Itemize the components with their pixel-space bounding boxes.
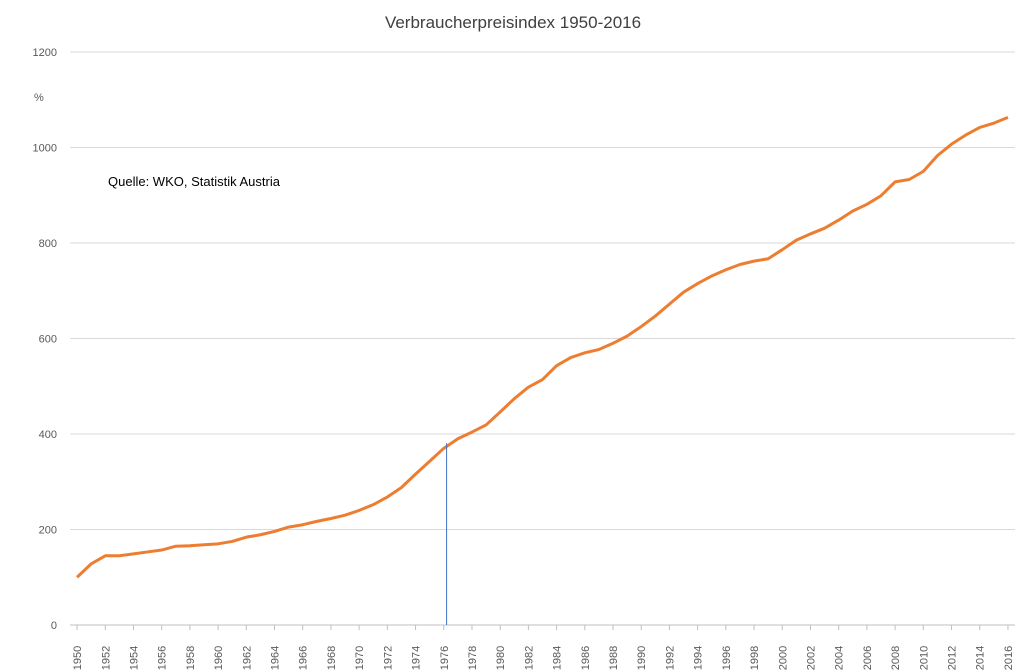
x-tick-label: 1968 bbox=[326, 646, 338, 670]
y-tick-label: 800 bbox=[39, 238, 57, 250]
x-tick-label: 1996 bbox=[721, 646, 733, 670]
x-tick-label: 1984 bbox=[552, 646, 564, 670]
x-tick-label: 1962 bbox=[241, 646, 253, 670]
x-tick-label: 2006 bbox=[862, 646, 874, 670]
x-tick-label: 2002 bbox=[805, 646, 817, 670]
x-tick-label: 1960 bbox=[213, 646, 225, 670]
y-unit: % bbox=[34, 92, 44, 104]
x-tick-label: 1974 bbox=[411, 646, 423, 670]
x-tick-label: 1978 bbox=[467, 646, 479, 670]
x-tick-label: 1998 bbox=[749, 646, 761, 670]
x-tick-label: 1964 bbox=[270, 646, 282, 670]
x-tick-label: 1956 bbox=[157, 646, 169, 670]
x-tick-label: 1950 bbox=[72, 646, 84, 670]
x-tick-label: 1952 bbox=[100, 646, 112, 670]
x-tick-label: 2004 bbox=[834, 646, 846, 670]
x-tick-label: 2014 bbox=[975, 646, 987, 670]
x-tick-label: 1986 bbox=[580, 646, 592, 670]
x-tick-label: 1966 bbox=[298, 646, 310, 670]
x-tick-label: 1958 bbox=[185, 646, 197, 670]
x-tick-label: 1994 bbox=[693, 646, 705, 670]
x-tick-label: 1976 bbox=[439, 646, 451, 670]
x-tick-label: 2000 bbox=[777, 646, 789, 670]
annotation: Quelle: WKO, Statistik Austria bbox=[108, 174, 281, 189]
y-tick-label: 400 bbox=[39, 429, 57, 441]
x-tick-label: 1980 bbox=[495, 646, 507, 670]
x-tick-label: 2010 bbox=[918, 646, 930, 670]
x-tick-label: 1992 bbox=[664, 646, 676, 670]
x-tick-label: 1972 bbox=[382, 646, 394, 670]
x-tick-label: 2008 bbox=[890, 646, 902, 670]
x-tick-label: 1982 bbox=[523, 646, 535, 670]
y-tick-label: 600 bbox=[39, 334, 57, 346]
y-tick-label: 0 bbox=[51, 620, 57, 632]
y-tick-label: 200 bbox=[39, 525, 57, 537]
x-tick-label: 1990 bbox=[636, 646, 648, 670]
x-tick-label: 1970 bbox=[354, 646, 366, 670]
chart-title: Verbraucherpreisindex 1950-2016 bbox=[385, 13, 641, 32]
x-tick-label: 2012 bbox=[947, 646, 959, 670]
x-tick-label: 2016 bbox=[1003, 646, 1015, 670]
x-tick-label: 1954 bbox=[128, 646, 140, 670]
y-tick-label: 1000 bbox=[33, 143, 57, 155]
data-line bbox=[76, 116, 1009, 579]
y-tick-label: 1200 bbox=[33, 47, 57, 59]
x-tick-label: 1988 bbox=[608, 646, 620, 670]
